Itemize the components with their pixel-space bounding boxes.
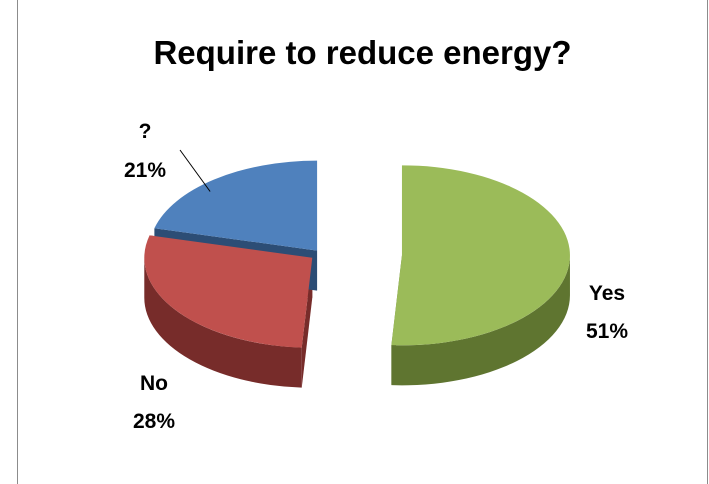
slice-yes-side xyxy=(391,255,570,386)
leader-line-unknown xyxy=(179,149,211,192)
label-unknown-percent: 21% xyxy=(124,159,166,182)
data-labels: Yes 51% No 28%? 21% xyxy=(124,120,628,433)
label-yes-percent: 51% xyxy=(586,320,628,343)
slice-yes[interactable] xyxy=(391,165,570,346)
chart-frame: Require to reduce energy? xyxy=(17,0,708,484)
label-unknown-category: ? xyxy=(139,120,152,143)
slice-no-side xyxy=(144,257,302,388)
label-yes-category: Yes xyxy=(589,282,625,305)
slice-unknown[interactable] xyxy=(154,160,318,251)
label-no-category: No xyxy=(140,372,168,395)
chart-title: Require to reduce energy? xyxy=(153,34,572,71)
slice-no[interactable] xyxy=(144,235,313,348)
slice-tops xyxy=(144,160,570,348)
label-no-percent: 28% xyxy=(133,410,175,433)
